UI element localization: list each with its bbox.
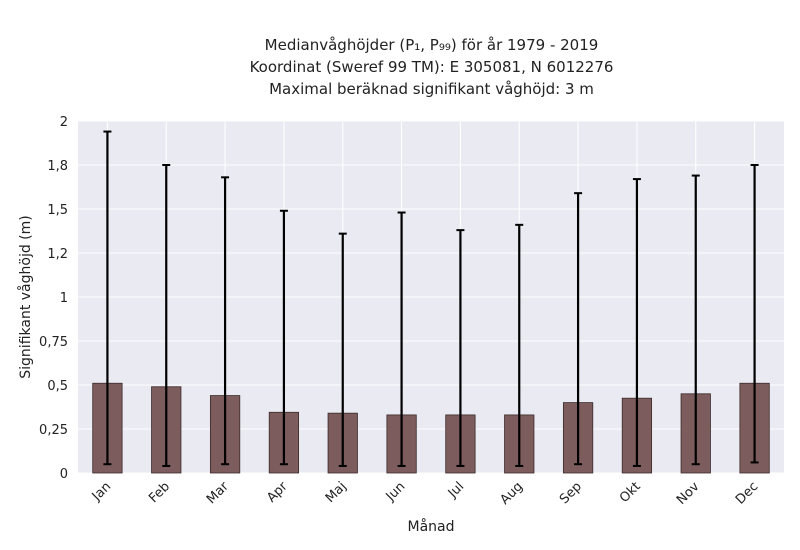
error-bar-apr [279,209,288,466]
y-tick-label: 0,75 [39,335,68,350]
x-axis-label: Månad [408,518,455,535]
error-bar-mar [221,176,230,466]
error-bar-aug [515,223,524,467]
x-tick-label-mar: Mar [204,479,232,507]
chart-title-line-2: Koordinat (Sweref 99 TM): E 305081, N 60… [249,58,614,76]
y-tick-label: 1 [60,291,68,306]
error-bars [103,130,759,467]
y-tick-labels: 0 0,25 0,5 0,75 1 1,2 1,5 1,8 2 [39,115,68,482]
x-tick-label-feb: Feb [146,479,173,506]
chart-title: Medianvåghöjder (P₁, P₉₉) för år 1979 - … [80,34,783,100]
x-tick-label-jul: Jul [445,479,467,501]
error-bar-dec [750,164,759,464]
chart-title-line-3: Maximal beräknad signifikant våghöjd: 3 … [269,80,594,98]
error-bar-feb [162,164,171,467]
y-axis-label: Signifikant våghöjd (m) [17,215,34,378]
x-tick-label-nov: Nov [674,479,703,508]
x-tick-label-okt: Okt [617,479,644,506]
x-tick-label-jun: Jun [383,479,409,505]
error-bar-okt [632,178,641,467]
x-tick-labels: Jan Feb Mar Apr Maj Jun Jul Aug Sep Okt Nov Dec [89,479,762,508]
y-tick-label: 0 [60,467,68,482]
y-tick-label: 2 [60,115,68,130]
y-tick-label: 1,8 [47,159,68,174]
error-bar-sep [574,192,583,466]
x-tick-label-maj: Maj [323,479,350,506]
error-bar-jan [103,130,112,466]
x-tick-label-sep: Sep [557,479,585,507]
error-bar-jun [397,211,406,467]
y-tick-label: 0,5 [47,379,68,394]
error-bar-nov [691,174,700,466]
error-bar-jul [456,229,465,467]
chart-title-line-1: Medianvåghöjder (P₁, P₉₉) för år 1979 - … [264,36,599,54]
x-tick-label-dec: Dec [733,479,761,507]
x-tick-label-apr: Apr [264,479,291,506]
x-tick-label-jan: Jan [89,479,114,504]
x-tick-label-aug: Aug [498,479,527,508]
error-bar-maj [338,232,347,467]
y-tick-label: 0,25 [39,423,68,438]
y-tick-label: 1,2 [47,247,68,262]
y-tick-label: 1,5 [47,203,68,218]
